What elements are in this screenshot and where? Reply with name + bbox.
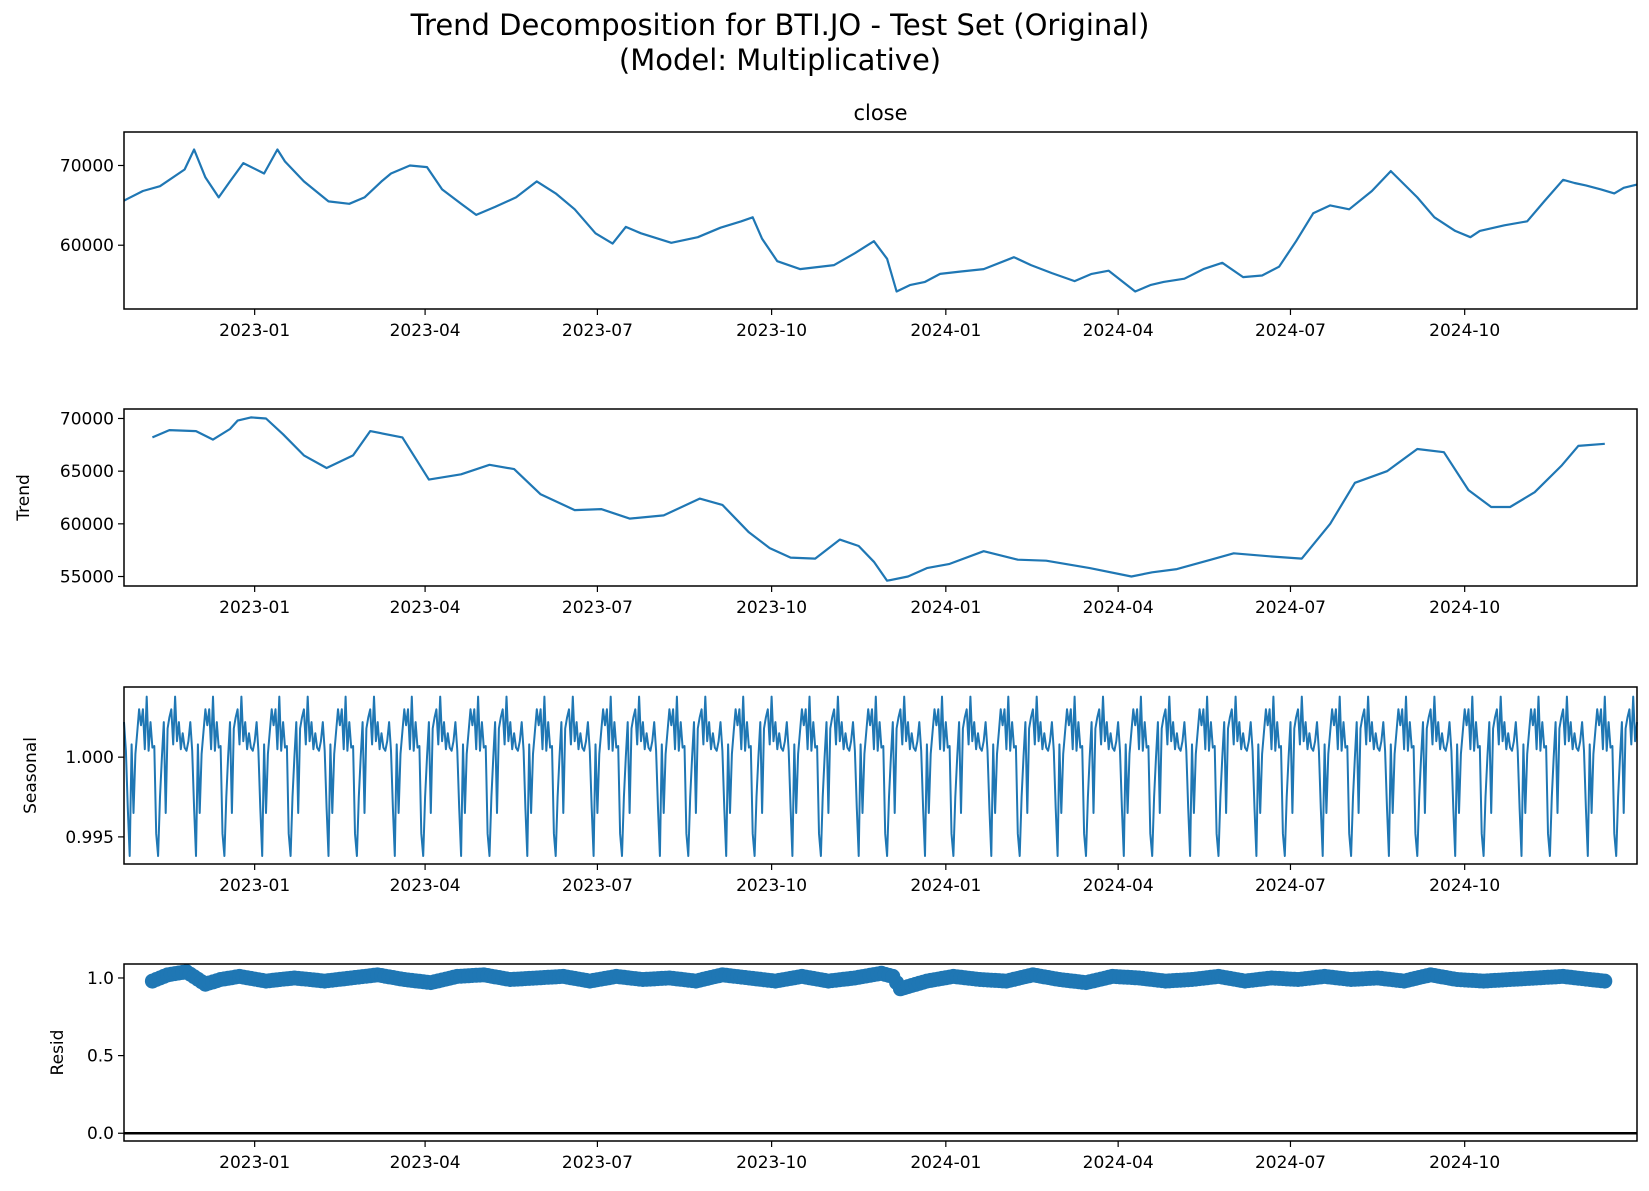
resid-xtick-label: 2024-04 [1083, 1153, 1154, 1173]
trend-ylabel: Trend [14, 474, 34, 522]
trend-xtick-label: 2023-01 [219, 598, 290, 618]
trend-xtick-label: 2024-07 [1255, 598, 1326, 618]
resid-xtick-label: 2024-07 [1255, 1153, 1326, 1173]
trend-xtick-label: 2024-04 [1083, 598, 1154, 618]
trend-ytick-label: 65000 [60, 462, 114, 482]
figure-title-line-1: Trend Decomposition for BTI.JO - Test Se… [410, 8, 1150, 42]
seasonal-xtick-label: 2024-10 [1429, 876, 1500, 896]
close-xtick-label: 2023-10 [736, 321, 807, 341]
resid-ytick-label: 0.5 [87, 1047, 114, 1067]
seasonal-xtick-label: 2023-01 [219, 876, 290, 896]
seasonal-ytick-label: 1.000 [65, 748, 114, 768]
resid-ytick-label: 0.0 [87, 1124, 114, 1144]
close-xtick-label: 2024-07 [1255, 321, 1326, 341]
resid-panel: Resid 2023-01 2023-04 2023-07 2023-10 2024-01… [48, 963, 1638, 1173]
trend-series-line [151, 416, 1605, 582]
resid-ytick-label: 1.0 [87, 969, 114, 989]
close-frame [123, 131, 1638, 310]
trend-ytick-label: 60000 [60, 515, 114, 535]
resid-ylabel: Resid [48, 1030, 68, 1076]
seasonal-xtick-label: 2023-07 [562, 876, 633, 896]
resid-xtick-label: 2023-01 [219, 1153, 290, 1173]
close-ytick-label: 60000 [60, 236, 114, 256]
trend-xtick-label: 2024-01 [910, 598, 981, 618]
close-panel: close 2023-01 2023-04 2023-07 2023-10 2024-01… [60, 101, 1638, 341]
seasonal-ytick-label: 0.995 [65, 828, 114, 848]
figure-title-line-2: (Model: Multiplicative) [618, 43, 942, 77]
close-ytick-label: 70000 [60, 156, 114, 176]
close-xtick-label: 2024-04 [1083, 321, 1154, 341]
close-xtick-label: 2023-07 [562, 321, 633, 341]
trend-panel: Trend 2023-01 2023-04 2023-07 2023-10 2024-01… [14, 408, 1638, 618]
resid-frame [123, 963, 1638, 1142]
figure-title: Trend Decomposition for BTI.JO - Test Se… [0, 8, 1560, 78]
resid-xtick-label: 2024-10 [1429, 1153, 1500, 1173]
close-xtick-label: 2023-04 [390, 321, 461, 341]
close-xtick-label: 2023-01 [219, 321, 290, 341]
resid-xtick-label: 2023-07 [562, 1153, 633, 1173]
trend-xtick-label: 2023-04 [390, 598, 461, 618]
trend-xtick-label: 2024-10 [1429, 598, 1500, 618]
seasonal-xtick-label: 2024-01 [910, 876, 981, 896]
close-panel-title: close [853, 101, 907, 125]
trend-xtick-label: 2023-07 [562, 598, 633, 618]
trend-xtick-label: 2023-10 [736, 598, 807, 618]
trend-frame [123, 408, 1638, 587]
seasonal-xtick-label: 2023-10 [736, 876, 807, 896]
trend-ytick-label: 70000 [60, 409, 114, 429]
seasonal-xtick-label: 2024-04 [1083, 876, 1154, 896]
seasonal-panel: Seasonal 2023-01 2023-04 2023-07 2023-10 2024… [21, 686, 1638, 896]
resid-xtick-label: 2023-04 [390, 1153, 461, 1173]
seasonal-ylabel: Seasonal [21, 737, 41, 814]
resid-xtick-label: 2024-01 [910, 1153, 981, 1173]
close-xtick-label: 2024-10 [1429, 321, 1500, 341]
seasonal-xtick-label: 2024-07 [1255, 876, 1326, 896]
resid-xtick-label: 2023-10 [736, 1153, 807, 1173]
close-xtick-label: 2024-01 [910, 321, 981, 341]
seasonal-xtick-label: 2023-04 [390, 876, 461, 896]
resid-point [1597, 973, 1613, 989]
trend-ytick-label: 55000 [60, 568, 114, 588]
seasonal-frame [123, 686, 1638, 865]
seasonal-series-line [123, 695, 1638, 857]
close-series-line [123, 148, 1638, 293]
